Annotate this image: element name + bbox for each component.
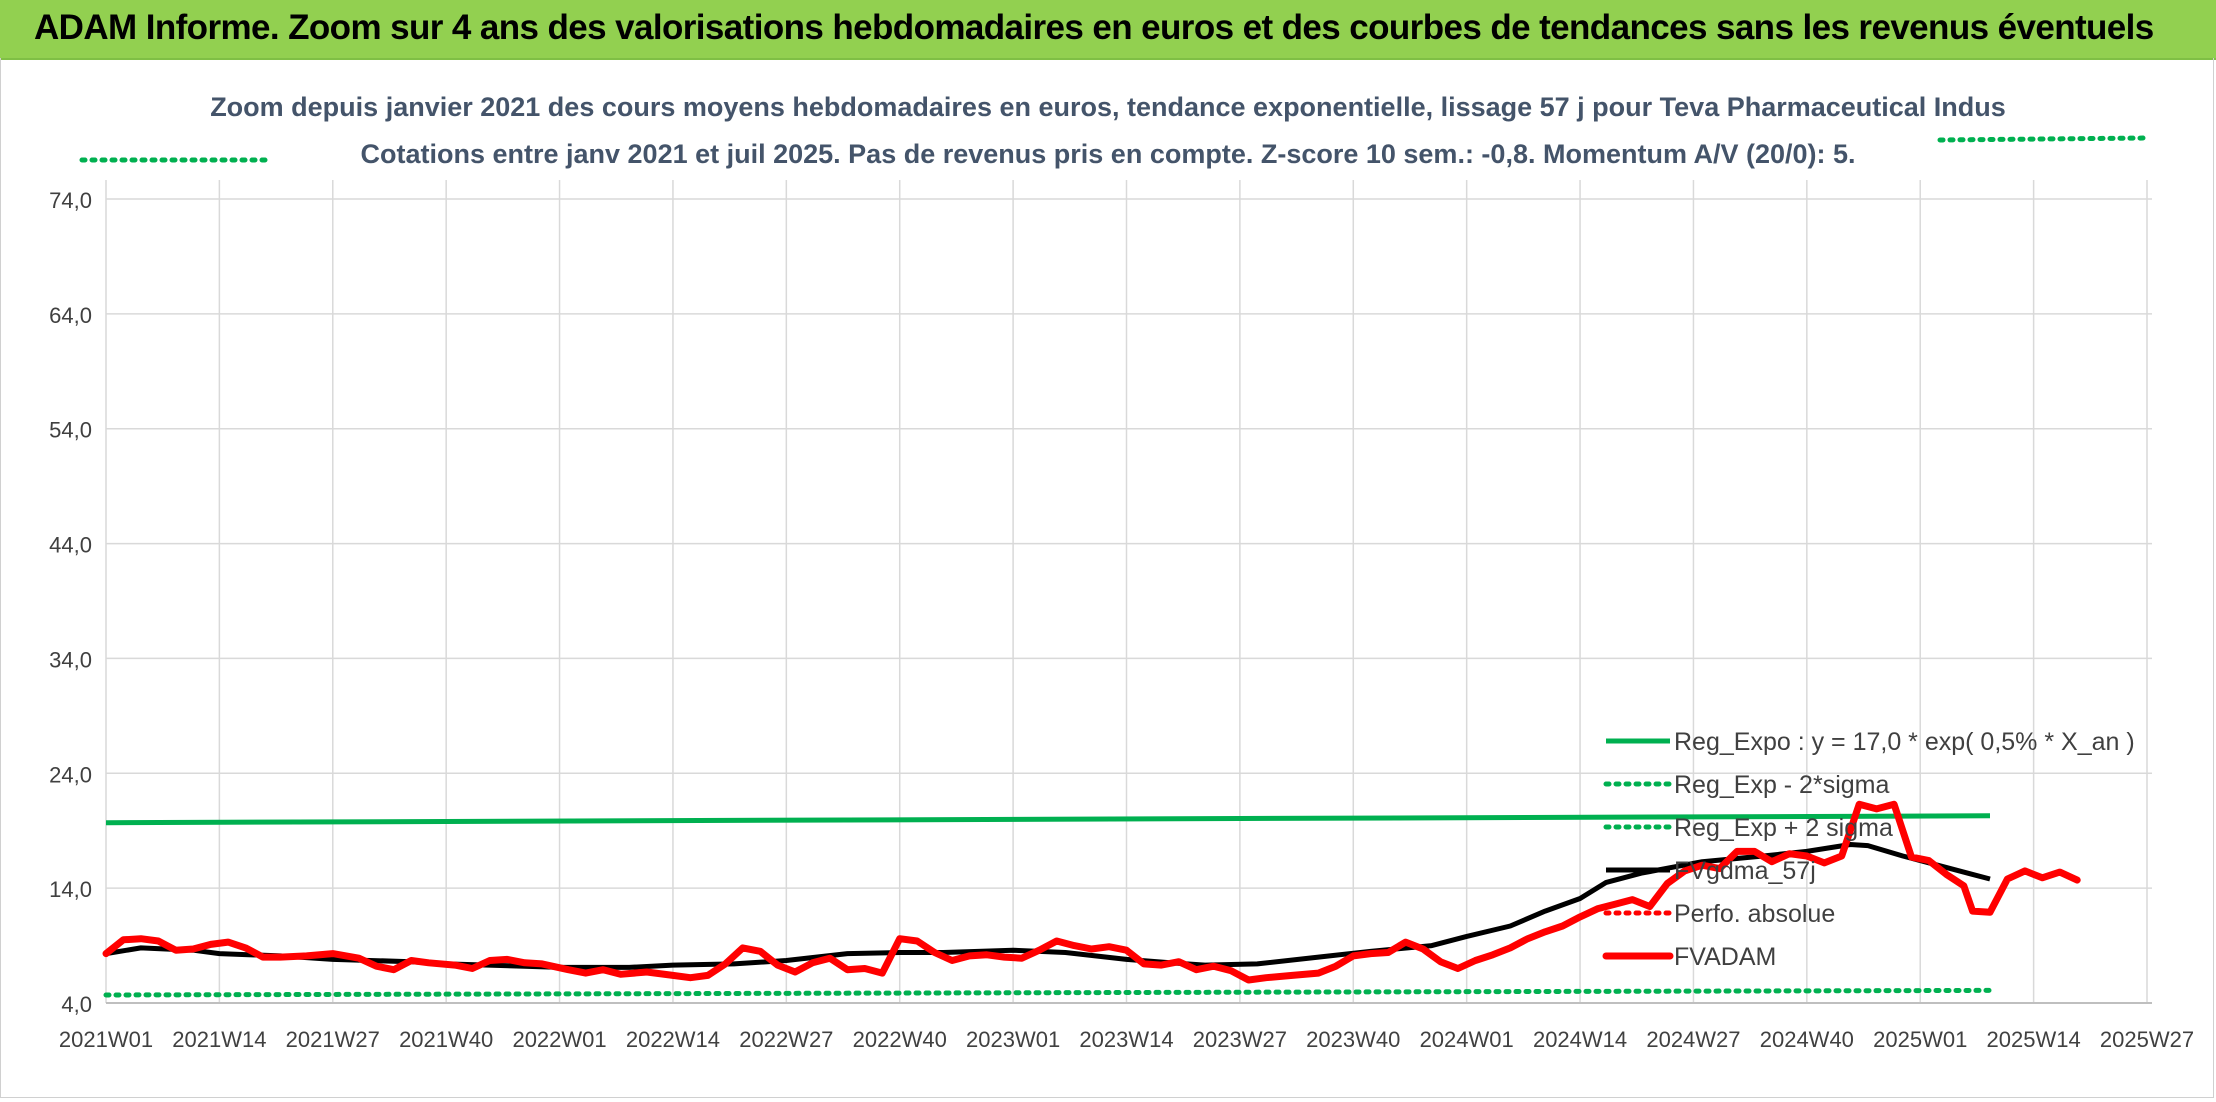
reg-exp-plus-2sigma-line-end	[1937, 135, 2150, 143]
x-tick-label: 2023W01	[966, 1027, 1060, 1052]
legend-reg-expo-label: Reg_Expo : y = 17,0 * exp( 0,5% * X_an )	[1674, 728, 2135, 756]
gridlines	[105, 180, 2152, 1004]
x-tick-label: 2022W14	[626, 1027, 720, 1052]
x-tick-label: 2024W27	[1646, 1027, 1740, 1052]
x-tick-label: 2022W27	[739, 1027, 833, 1052]
x-tick-label: 2022W01	[512, 1027, 606, 1052]
y-tick-label: 44,0	[49, 533, 92, 558]
legend-fvadam-label: FVADAM	[1674, 943, 1776, 971]
x-tick-label: 2021W27	[286, 1027, 380, 1052]
x-tick-label: 2025W01	[1873, 1027, 1967, 1052]
y-tick-label: 14,0	[49, 877, 92, 902]
x-tick-label: 2021W14	[172, 1027, 266, 1052]
chart-title: Zoom depuis janvier 2021 des cours moyen…	[210, 92, 2006, 122]
legend-perfo-absolue-label: Perfo. absolue	[1674, 900, 1835, 928]
y-tick-label: 74,0	[49, 188, 92, 213]
x-tick-label: 2021W01	[59, 1027, 153, 1052]
x-tick-label: 2025W27	[2100, 1027, 2194, 1052]
fvadam-line	[102, 800, 2081, 984]
x-tick-label: 2025W14	[1987, 1027, 2081, 1052]
x-tick-label: 2023W27	[1193, 1027, 1287, 1052]
y-tick-label: 64,0	[49, 303, 92, 328]
y-tick-label: 54,0	[49, 418, 92, 443]
series-lines	[79, 135, 2150, 998]
chart-subtitle: Cotations entre janv 2021 et juil 2025. …	[360, 139, 1855, 169]
chart-frame	[0, 58, 2214, 1098]
x-tick-label: 2021W40	[399, 1027, 493, 1052]
y-tick-label: 4,0	[61, 992, 92, 1017]
legend-fvgdma-label: FVgdma_57j	[1674, 857, 1816, 885]
legend-reg-exp-plus-label: Reg_Exp + 2 sigma	[1674, 814, 1893, 842]
x-tick-label: 2024W40	[1760, 1027, 1854, 1052]
reg-expo-line	[105, 813, 1991, 826]
reg-exp-minus-2sigma-line	[103, 987, 1993, 998]
x-tick-label: 2023W40	[1306, 1027, 1400, 1052]
report-banner: ADAM Informe. Zoom sur 4 ans des valoris…	[0, 0, 2216, 60]
y-tick-label: 24,0	[49, 762, 92, 787]
y-axis: 4,0 14,0 24,0 34,0 44,0 54,0 64,0 74,0	[49, 188, 92, 1017]
x-tick-label: 2022W40	[853, 1027, 947, 1052]
legend-reg-exp-minus-label: Reg_Exp - 2*sigma	[1674, 771, 1889, 799]
x-tick-label: 2023W14	[1079, 1027, 1173, 1052]
legend: Reg_Expo : y = 17,0 * exp( 0,5% * X_an )…	[1602, 728, 2135, 971]
x-tick-label: 2024W01	[1420, 1027, 1514, 1052]
report-title: ADAM Informe. Zoom sur 4 ans des valoris…	[34, 8, 2154, 47]
x-axis: 2021W01 2021W14 2021W27 2021W40 2022W01 2022W…	[59, 1027, 2194, 1052]
y-tick-label: 34,0	[49, 647, 92, 672]
x-tick-label: 2024W14	[1533, 1027, 1627, 1052]
